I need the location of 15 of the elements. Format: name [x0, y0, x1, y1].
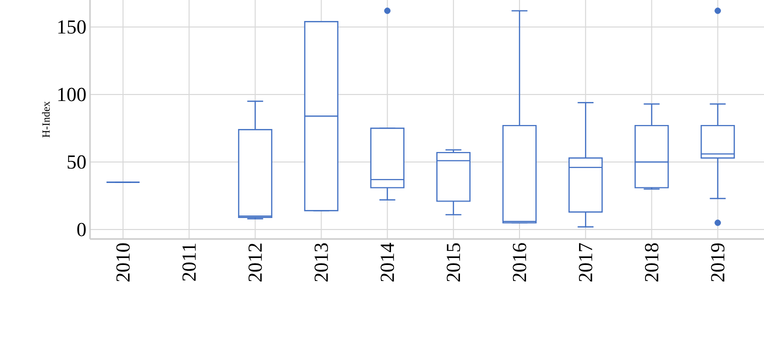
x-tick-label: 2012 [248, 244, 262, 282]
y-tick-label: 150 [58, 20, 86, 34]
y-tick-label: 0 [77, 222, 86, 236]
x-tick-label: 2014 [380, 242, 394, 282]
y-axis-title: H-Index [42, 101, 50, 138]
x-tick-label: 2019 [711, 243, 724, 282]
x-tick-label: 2016 [512, 243, 526, 282]
x-tick-label: 2015 [446, 243, 460, 282]
y-tick-label: 100 [58, 88, 86, 102]
x-tick-label: 2013 [314, 243, 328, 282]
x-tick-label: 2010 [116, 243, 130, 282]
x-tick-label: 2017 [578, 243, 592, 282]
x-tick-label: 2011 [182, 244, 196, 281]
y-tick-label: 50 [68, 155, 86, 169]
x-tick-label: 2018 [644, 243, 658, 282]
